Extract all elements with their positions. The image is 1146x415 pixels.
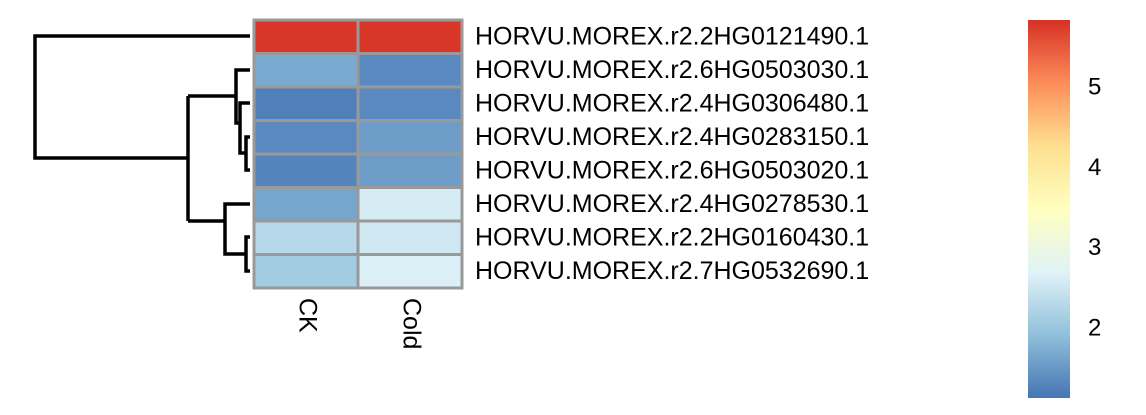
dendrogram xyxy=(33,34,250,273)
row-label: HORVU.MOREX.r2.2HG0160430.1 xyxy=(475,223,869,251)
heatmap-cell xyxy=(252,52,360,89)
row-label: HORVU.MOREX.r2.4HG0278530.1 xyxy=(475,190,869,218)
heatmap-cell xyxy=(356,186,464,223)
row-label: HORVU.MOREX.r2.7HG0532690.1 xyxy=(475,257,869,285)
dendrogram-branch xyxy=(188,68,250,172)
row-label: HORVU.MOREX.r2.2HG0121490.1 xyxy=(475,22,869,50)
dendrogram-branch xyxy=(188,202,250,273)
row-label: HORVU.MOREX.r2.4HG0306480.1 xyxy=(475,89,869,117)
heatmap-cell xyxy=(356,219,464,256)
colorbar-tick-label: 2 xyxy=(1088,314,1101,341)
heatmap-cell xyxy=(356,152,464,189)
colorbar-tick-label: 3 xyxy=(1088,234,1101,261)
heatmap-cell xyxy=(252,18,360,55)
heatmap-cell xyxy=(252,85,360,122)
colorbar-tick-label: 4 xyxy=(1088,154,1101,181)
heatmap-cell xyxy=(356,253,464,290)
heatmap-cell xyxy=(252,219,360,256)
heatmap-cell xyxy=(252,119,360,156)
dendrogram-branch xyxy=(33,34,250,160)
heatmap-cell xyxy=(252,253,360,290)
heatmap-cell xyxy=(252,152,360,189)
heatmap-cell xyxy=(356,85,464,122)
row-label: HORVU.MOREX.r2.6HG0503030.1 xyxy=(475,56,869,84)
colorbar xyxy=(1028,20,1070,398)
colorbar-tick-label: 5 xyxy=(1088,74,1101,101)
heatmap-cell xyxy=(356,119,464,156)
row-label: HORVU.MOREX.r2.4HG0283150.1 xyxy=(475,123,869,151)
heatmap-cell xyxy=(252,186,360,223)
column-label: CK xyxy=(293,298,321,333)
heatmap-cell xyxy=(356,18,464,55)
column-label: Cold xyxy=(397,298,425,349)
row-label: HORVU.MOREX.r2.6HG0503020.1 xyxy=(475,156,869,184)
heatmap-cell xyxy=(356,52,464,89)
